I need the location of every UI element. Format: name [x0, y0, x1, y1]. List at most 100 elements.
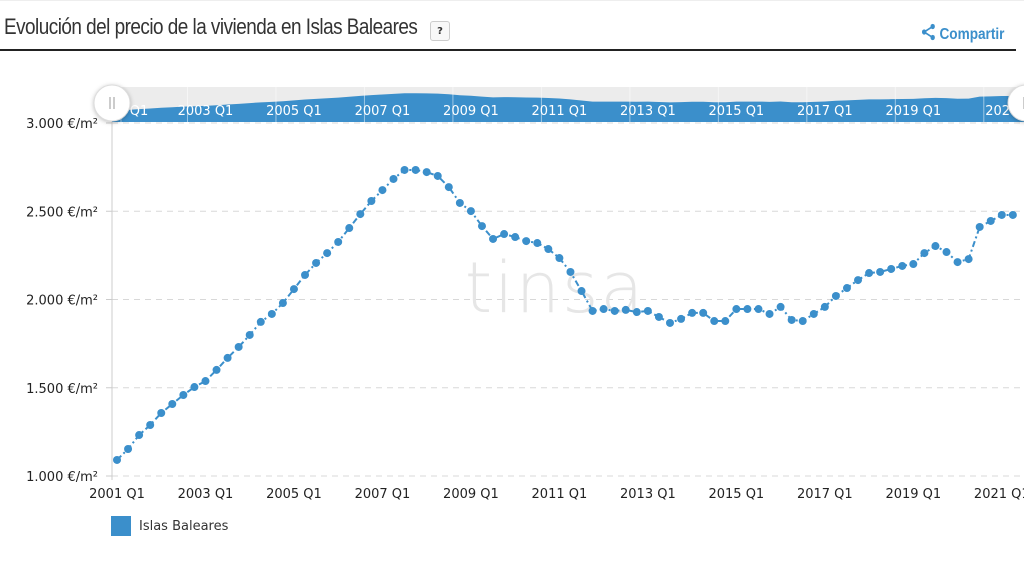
data-point[interactable] — [157, 408, 166, 417]
data-point[interactable] — [201, 377, 210, 386]
data-point[interactable] — [787, 315, 796, 324]
data-point[interactable] — [566, 267, 575, 276]
data-point[interactable] — [367, 197, 376, 206]
data-point[interactable] — [621, 305, 630, 314]
data-point[interactable] — [234, 342, 243, 351]
data-point[interactable] — [986, 216, 995, 225]
data-point[interactable] — [411, 165, 420, 174]
data-point[interactable] — [743, 305, 752, 314]
data-point[interactable] — [699, 308, 708, 317]
data-point[interactable] — [522, 237, 531, 246]
data-point[interactable] — [732, 305, 741, 314]
data-point[interactable] — [654, 312, 663, 321]
data-point[interactable] — [920, 249, 929, 258]
grid-lines — [112, 122, 1024, 477]
data-point[interactable] — [765, 309, 774, 318]
data-point[interactable] — [876, 267, 885, 276]
data-point[interactable] — [898, 261, 907, 270]
data-point[interactable] — [909, 260, 918, 269]
data-point[interactable] — [267, 309, 276, 318]
data-point[interactable] — [245, 330, 254, 339]
data-point[interactable] — [212, 365, 221, 374]
data-point[interactable] — [588, 306, 597, 315]
navigator-handle-left[interactable] — [93, 84, 131, 122]
data-point[interactable] — [378, 186, 387, 195]
data-point[interactable] — [256, 317, 265, 326]
data-point[interactable] — [544, 245, 553, 254]
data-point[interactable] — [599, 305, 608, 314]
data-point[interactable] — [345, 224, 354, 233]
data-point[interactable] — [754, 305, 763, 314]
top-divider — [0, 0, 1024, 1]
navigator-label: 2003 Q1 — [178, 104, 234, 119]
data-point[interactable] — [289, 285, 298, 294]
data-point[interactable] — [511, 233, 520, 242]
data-point[interactable] — [223, 353, 232, 362]
data-point[interactable] — [577, 287, 586, 296]
data-point[interactable] — [146, 420, 155, 429]
data-point[interactable] — [444, 183, 453, 192]
drag-handle-icon[interactable] — [1007, 84, 1024, 122]
share-button[interactable]: Compartir — [920, 23, 1004, 46]
data-point[interactable] — [842, 284, 851, 293]
data-point[interactable] — [113, 455, 121, 464]
data-point[interactable] — [278, 299, 287, 308]
data-point[interactable] — [500, 230, 509, 239]
data-point[interactable] — [710, 317, 719, 326]
data-point[interactable] — [854, 276, 863, 285]
data-point[interactable] — [931, 242, 940, 251]
data-point[interactable] — [312, 258, 321, 267]
data-point[interactable] — [632, 308, 641, 317]
data-point[interactable] — [179, 390, 188, 399]
data-point[interactable] — [190, 383, 199, 392]
data-point[interactable] — [953, 258, 962, 267]
y-tick-label: 1.500 €/m² — [26, 382, 98, 397]
data-point[interactable] — [688, 308, 697, 317]
navigator-handle-right[interactable] — [1007, 84, 1024, 122]
data-point[interactable] — [400, 165, 409, 174]
header: Evolución del precio de la vivienda en I… — [0, 0, 1024, 51]
x-tick-label: 2009 Q1 — [443, 487, 499, 502]
data-point[interactable] — [323, 249, 332, 258]
y-tick-label: 2.000 €/m² — [26, 294, 98, 309]
navigator-label: 2005 Q1 — [266, 104, 322, 119]
data-point[interactable] — [942, 248, 951, 257]
data-point[interactable] — [721, 317, 730, 326]
data-point[interactable] — [533, 239, 542, 248]
data-point[interactable] — [168, 399, 177, 408]
help-button[interactable]: ? — [430, 21, 450, 41]
data-point[interactable] — [964, 255, 973, 264]
data-point[interactable] — [798, 317, 807, 326]
data-point[interactable] — [356, 210, 365, 219]
data-point[interactable] — [433, 171, 442, 180]
data-point[interactable] — [831, 291, 840, 300]
data-point[interactable] — [820, 302, 829, 311]
data-point[interactable] — [887, 264, 896, 273]
data-point[interactable] — [1008, 210, 1017, 219]
legend-item-islas-baleares[interactable]: Islas Baleares — [111, 516, 228, 536]
data-point[interactable] — [334, 237, 343, 246]
data-point[interactable] — [135, 431, 144, 440]
data-point[interactable] — [865, 269, 874, 278]
data-point[interactable] — [610, 306, 619, 315]
data-point[interactable] — [677, 314, 686, 323]
x-tick-label: 2003 Q1 — [178, 487, 234, 502]
data-point[interactable] — [466, 207, 475, 216]
data-point[interactable] — [643, 306, 652, 315]
data-point[interactable] — [555, 254, 564, 263]
data-point[interactable] — [301, 270, 310, 279]
data-point[interactable] — [389, 174, 398, 183]
data-point[interactable] — [477, 222, 486, 231]
data-point[interactable] — [455, 198, 464, 207]
data-point[interactable] — [997, 210, 1006, 219]
tinsa-watermark: tinsa — [465, 247, 646, 329]
data-point[interactable] — [124, 444, 133, 453]
data-point[interactable] — [666, 318, 674, 327]
drag-handle-icon[interactable] — [93, 84, 131, 122]
data-point[interactable] — [489, 234, 498, 243]
data-point[interactable] — [776, 302, 785, 311]
data-point[interactable] — [809, 309, 818, 318]
data-point[interactable] — [975, 222, 984, 231]
data-point[interactable] — [422, 168, 431, 177]
share-label: Compartir — [939, 25, 1004, 43]
